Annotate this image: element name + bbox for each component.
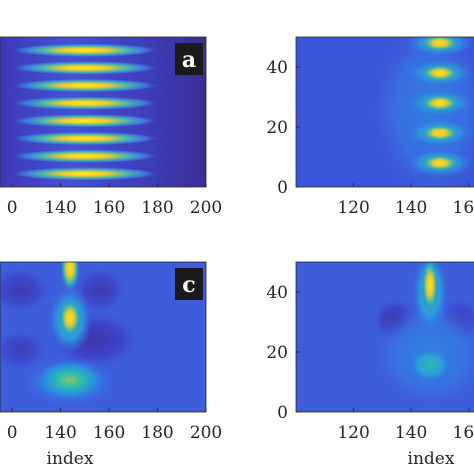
panel-a-bands <box>6 42 163 182</box>
panel-d-x-axis: 120 140 160 <box>337 408 474 443</box>
panel-d-xlabel: index <box>408 449 455 469</box>
y-tick-label: 0 <box>277 403 288 423</box>
x-tick-label: 140 <box>395 423 427 443</box>
x-tick-label: 160 <box>93 198 125 218</box>
peak-core <box>419 64 460 82</box>
intensity-band <box>6 130 163 146</box>
x-tick-label: 0 <box>7 423 18 443</box>
panel-a-label: a <box>182 47 196 73</box>
panel-b: 0 20 40 120 140 160 <box>266 36 474 218</box>
panel-a-frame <box>0 36 207 188</box>
intensity-band <box>6 78 163 94</box>
panel-d-frame <box>295 261 474 413</box>
x-tick-label: 160 <box>453 423 474 443</box>
x-tick-label: 180 <box>141 423 173 443</box>
x-tick-label: 120 <box>337 198 369 218</box>
panel-d: 0 20 40 120 140 160 index <box>266 261 474 469</box>
panel-a-x-axis: 0 140 160 180 200 <box>7 183 222 218</box>
peak-core <box>419 94 460 112</box>
intensity-band <box>6 60 163 76</box>
peak-core <box>419 154 460 172</box>
panel-b-x-axis: 120 140 160 <box>337 183 474 218</box>
intensity-band <box>6 148 163 164</box>
x-tick-label: 0 <box>7 198 18 218</box>
panel-a: a 0 140 160 180 200 <box>0 36 222 218</box>
y-tick-label: 20 <box>266 343 288 363</box>
x-tick-label: 160 <box>93 423 125 443</box>
panel-c-frame <box>0 261 207 413</box>
x-tick-label: 160 <box>453 198 474 218</box>
panel-a-badge: a <box>175 43 203 75</box>
x-tick-label: 140 <box>44 198 76 218</box>
y-tick-label: 0 <box>277 178 288 198</box>
y-tick-label: 40 <box>266 58 288 78</box>
panel-c-badge: c <box>175 268 203 300</box>
intensity-band <box>6 95 163 111</box>
intensity-band <box>6 42 163 58</box>
panel-c-label: c <box>182 272 195 298</box>
y-tick-label: 20 <box>266 118 288 138</box>
panel-c-x-axis: 0 140 160 180 200 <box>7 408 222 443</box>
panel-c: c 0 140 160 180 200 index <box>0 261 222 469</box>
panel-b-y-axis: 0 20 40 <box>266 58 300 198</box>
x-tick-label: 180 <box>141 198 173 218</box>
panel-c-xlabel: index <box>47 449 94 469</box>
panel-b-peaks <box>405 37 474 177</box>
panel-d-y-axis: 0 20 40 <box>266 283 300 423</box>
x-tick-label: 140 <box>395 198 427 218</box>
peak-core <box>419 124 460 142</box>
peak-core <box>419 37 460 52</box>
x-tick-label: 140 <box>44 423 76 443</box>
panel-b-frame <box>295 36 474 188</box>
x-tick-label: 200 <box>190 198 222 218</box>
intensity-band <box>6 166 163 182</box>
intensity-band <box>6 113 163 129</box>
x-tick-label: 120 <box>337 423 369 443</box>
y-tick-label: 40 <box>266 283 288 303</box>
x-tick-label: 200 <box>190 423 222 443</box>
